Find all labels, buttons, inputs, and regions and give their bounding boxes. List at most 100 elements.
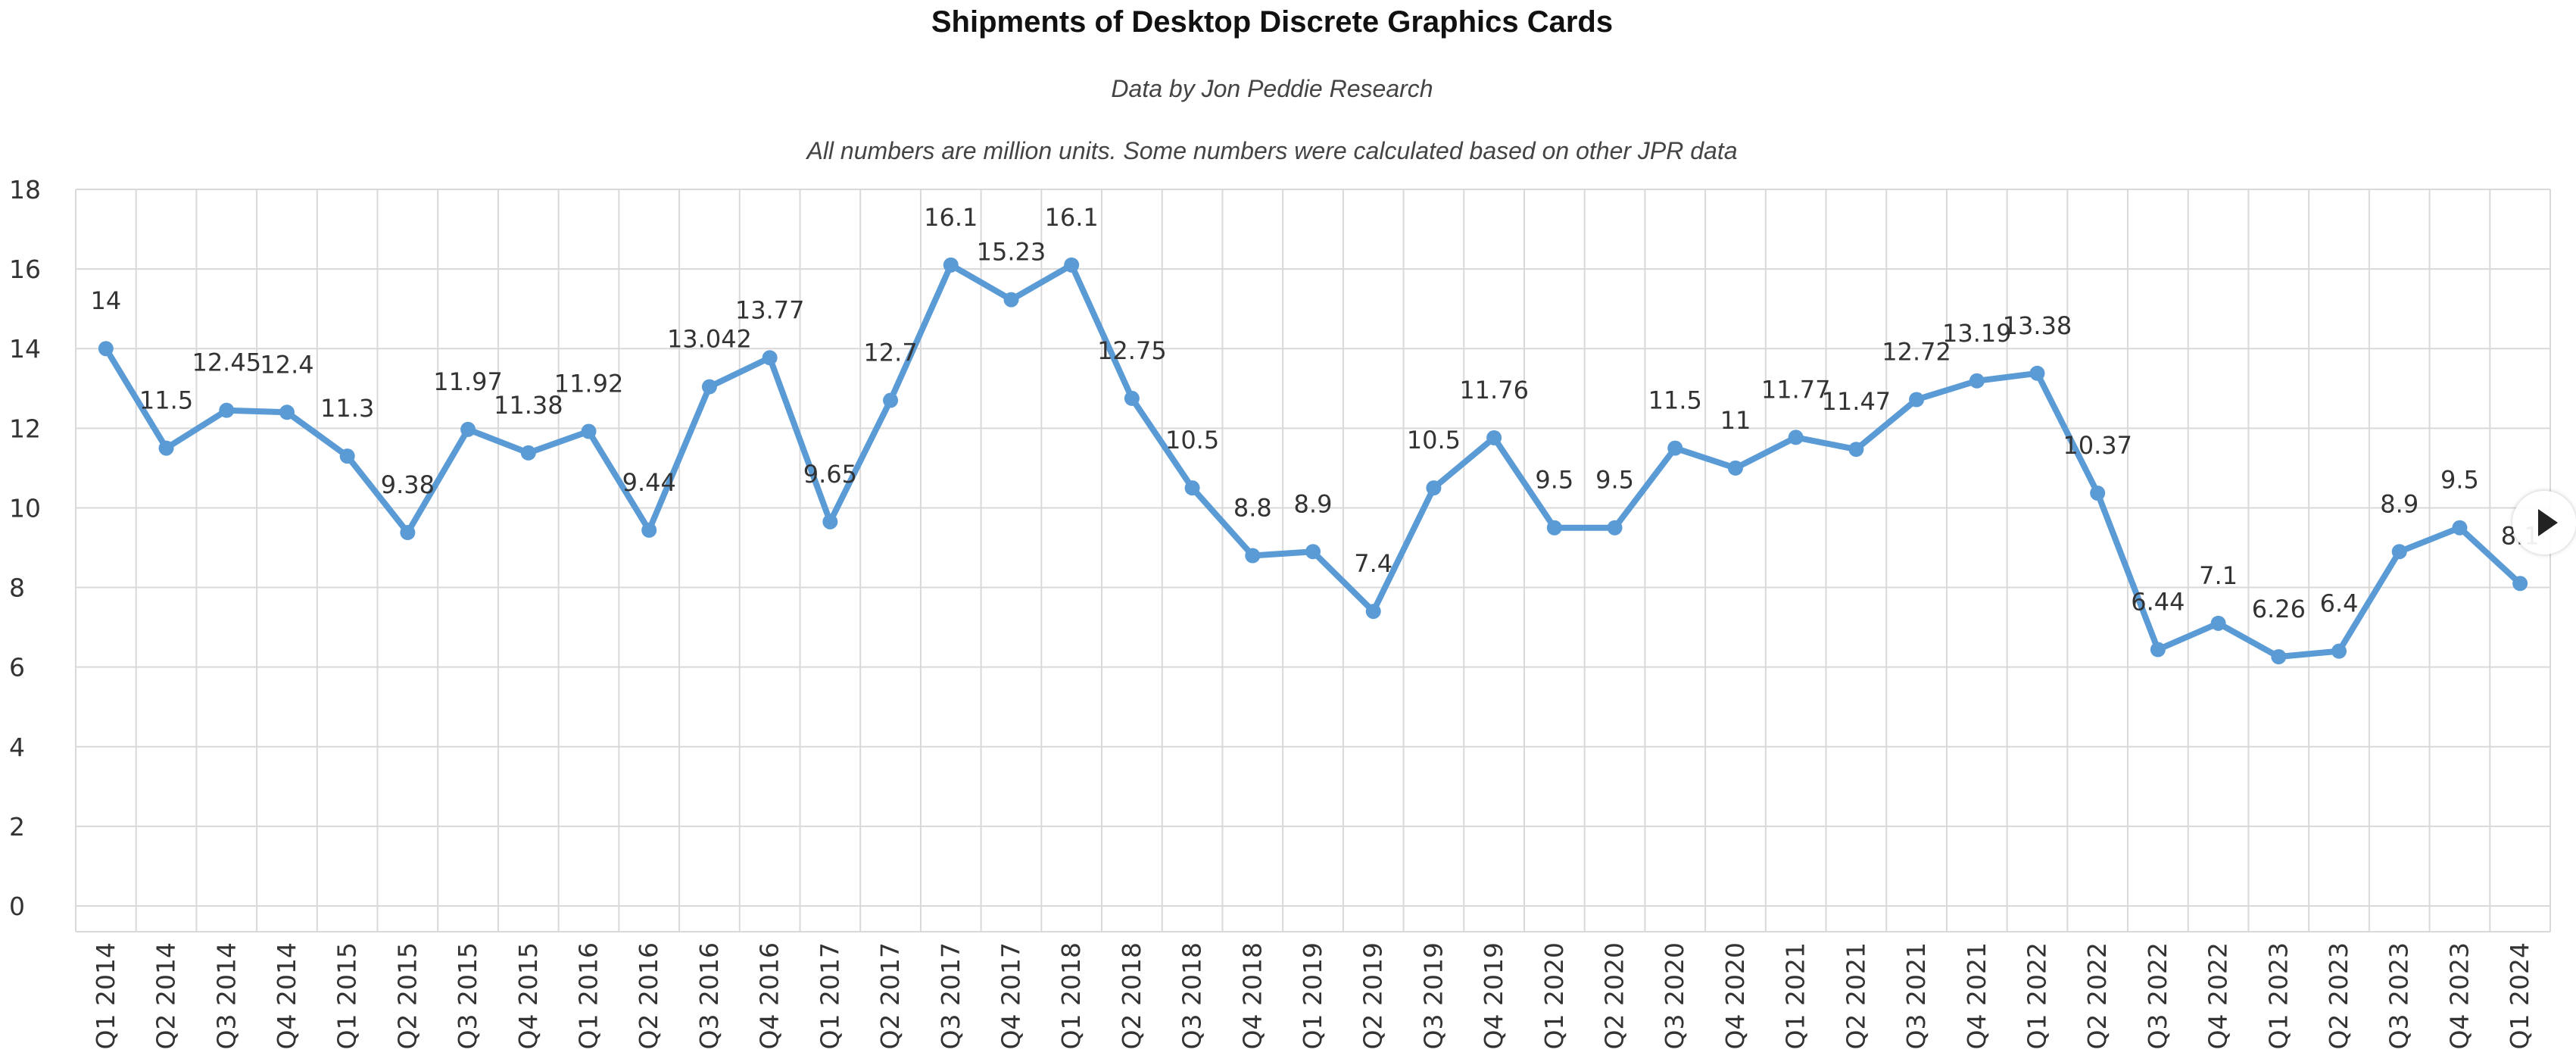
y-tick-label: 16 (9, 255, 41, 284)
data-point (460, 421, 476, 437)
data-point (883, 392, 899, 408)
data-point (581, 423, 597, 439)
y-axis: 0 2 4 6 8 10 12 14 16 18 (9, 175, 41, 921)
data-point (1365, 604, 1381, 620)
data-label: 11.77 (1761, 375, 1831, 404)
data-label: 11.38 (494, 391, 563, 420)
data-label: 13.042 (667, 325, 752, 354)
data-point (1245, 548, 1261, 564)
data-label: 11.97 (433, 367, 503, 396)
data-point (943, 257, 959, 273)
y-tick-label: 8 (9, 573, 25, 603)
x-tick-label: Q3 2014 (211, 942, 241, 1049)
data-point (1909, 392, 1925, 408)
x-tick-label: Q3 2021 (1901, 942, 1931, 1049)
data-label: 12.72 (1882, 337, 1951, 366)
data-label: 7.1 (2199, 561, 2238, 590)
data-label: 11.5 (1648, 386, 1702, 415)
chart-subtitle: Data by Jon Peddie Research (1111, 75, 1433, 102)
x-tick-label: Q3 2022 (2143, 942, 2172, 1049)
x-tick-label: Q1 2022 (2022, 942, 2051, 1049)
y-tick-label: 10 (9, 493, 41, 523)
data-point (762, 350, 778, 366)
data-point (2210, 615, 2226, 631)
x-tick-label: Q1 2023 (2263, 942, 2293, 1049)
x-tick-label: Q1 2024 (2505, 942, 2534, 1049)
y-tick-label: 2 (9, 812, 25, 842)
data-point (339, 448, 355, 464)
data-label: 6.4 (2320, 589, 2359, 618)
data-point (1426, 480, 1442, 496)
data-label: 13.38 (2003, 311, 2072, 340)
data-label: 7.4 (1354, 549, 1392, 578)
data-point (1486, 429, 1502, 445)
x-tick-label: Q3 2017 (936, 942, 965, 1049)
data-point (641, 522, 657, 538)
data-point (1124, 390, 1140, 406)
chart-note: All numbers are million units. Some numb… (805, 137, 1737, 164)
data-point (1848, 442, 1864, 458)
grid (75, 189, 2551, 932)
data-point (1969, 373, 1985, 389)
data-point (1003, 292, 1019, 308)
x-tick-label: Q4 2022 (2203, 942, 2233, 1049)
x-tick-label: Q3 2019 (1418, 942, 1448, 1049)
play-triangle-icon (2538, 509, 2558, 536)
data-point (98, 341, 114, 357)
x-axis: Q1 2014 Q2 2014 Q3 2014 Q4 2014 Q1 2015 Q2 20… (91, 942, 2534, 1049)
x-tick-label: Q1 2016 (574, 942, 603, 1049)
data-label: 9.44 (622, 468, 676, 497)
data-label: 11.47 (1822, 387, 1891, 416)
x-tick-label: Q2 2020 (1600, 942, 1629, 1049)
x-tick-label: Q1 2015 (332, 942, 362, 1049)
x-tick-label: Q3 2023 (2384, 942, 2414, 1049)
y-tick-label: 4 (9, 732, 25, 762)
data-point (219, 402, 235, 418)
data-label: 9.5 (1595, 466, 1634, 495)
data-point (1607, 520, 1623, 536)
data-point (2452, 520, 2468, 536)
data-label: 12.7 (863, 339, 917, 367)
data-label: 13.77 (735, 295, 805, 324)
x-tick-label: Q4 2021 (1962, 942, 1991, 1049)
data-point (1546, 520, 1562, 536)
data-label: 6.44 (2131, 588, 2185, 617)
x-tick-label: Q2 2017 (875, 942, 905, 1049)
data-point (1305, 544, 1321, 560)
data-point (158, 440, 174, 456)
x-tick-label: Q2 2021 (1841, 942, 1870, 1049)
data-label: 12.75 (1097, 336, 1167, 365)
data-label: 6.26 (2252, 595, 2306, 623)
data-point (2090, 485, 2106, 501)
data-point (822, 514, 838, 529)
next-slide-button[interactable] (2512, 491, 2576, 554)
y-tick-label: 18 (9, 175, 41, 205)
x-tick-label: Q3 2015 (453, 942, 482, 1049)
data-point (2029, 365, 2045, 381)
data-point (279, 404, 295, 420)
data-label: 11.76 (1459, 376, 1529, 404)
data-point (1184, 480, 1200, 496)
data-point (2512, 576, 2528, 592)
series (98, 257, 2528, 665)
data-label: 12.4 (260, 350, 313, 379)
data-label: 11.5 (139, 386, 193, 415)
data-point (2150, 642, 2166, 658)
data-label: 8.9 (2380, 489, 2419, 518)
x-tick-label: Q3 2016 (694, 942, 724, 1049)
data-label: 9.5 (2440, 466, 2479, 495)
data-label: 16.1 (1045, 203, 1099, 232)
data-label: 16.1 (924, 203, 978, 232)
x-tick-label: Q4 2017 (996, 942, 1025, 1049)
x-tick-label: Q2 2018 (1117, 942, 1146, 1049)
data-point (2391, 544, 2407, 560)
x-tick-label: Q4 2016 (755, 942, 784, 1049)
data-label: 10.37 (2063, 431, 2132, 460)
data-label: 9.38 (381, 470, 435, 499)
y-tick-label: 12 (9, 414, 41, 443)
data-label: 10.5 (1165, 426, 1219, 454)
data-label: 10.5 (1407, 426, 1461, 454)
data-label: 13.19 (1942, 319, 2012, 348)
